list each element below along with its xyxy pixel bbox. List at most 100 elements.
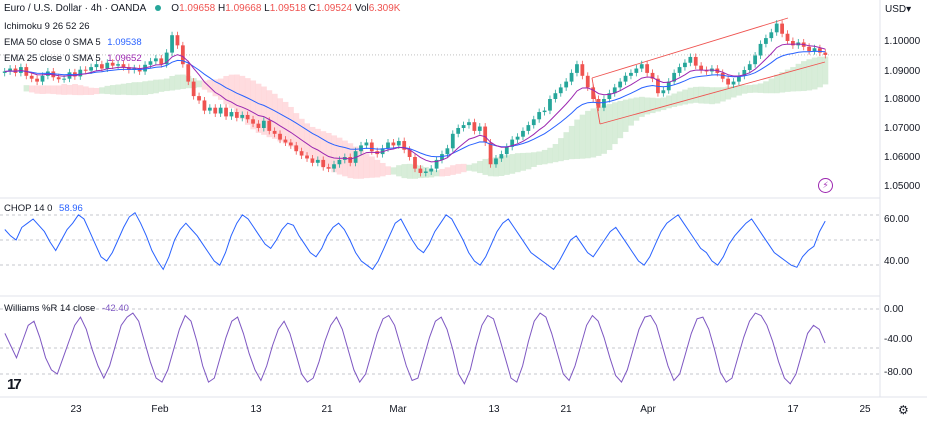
cloud-segment bbox=[595, 107, 602, 156]
candle-body bbox=[726, 78, 731, 85]
cloud-segment bbox=[666, 95, 672, 109]
cloud-segment bbox=[88, 87, 95, 95]
ema50-line bbox=[4, 50, 826, 158]
candle-body bbox=[423, 171, 428, 173]
candle-body bbox=[267, 120, 272, 131]
candle-body bbox=[764, 38, 768, 44]
candle-body bbox=[488, 142, 493, 165]
time-label: 23 bbox=[70, 404, 82, 415]
price-tick: 1.06000 bbox=[884, 152, 921, 163]
candle-body bbox=[467, 122, 471, 126]
time-label: 21 bbox=[560, 404, 572, 415]
cloud-segment bbox=[126, 83, 132, 96]
cloud-segment bbox=[309, 126, 316, 160]
legend-williams[interactable]: Williams %R 14 close -42.40 bbox=[4, 303, 129, 314]
candle-body bbox=[234, 112, 239, 118]
legend-ema50[interactable]: EMA 50 close 0 SMA 5 1.09538 bbox=[4, 37, 142, 48]
candle-body bbox=[769, 32, 774, 39]
cloud-segment bbox=[201, 80, 208, 90]
candle-body bbox=[737, 75, 741, 82]
cloud-segment bbox=[336, 137, 343, 175]
candle-body bbox=[159, 58, 164, 65]
legend-ema25[interactable]: EMA 25 close 0 SMA 5 1.09652 bbox=[4, 53, 142, 64]
cloud-segment bbox=[655, 98, 661, 112]
legend-chop[interactable]: CHOP 14 0 58.96 bbox=[4, 203, 83, 214]
candle-body bbox=[56, 77, 61, 80]
candle-body bbox=[396, 141, 401, 146]
cloud-segment bbox=[606, 104, 613, 151]
cloud-segment bbox=[82, 86, 89, 95]
legend-ichimoku[interactable]: Ichimoku 9 26 52 26 bbox=[4, 21, 90, 32]
cloud-segment bbox=[725, 86, 732, 100]
candle-body bbox=[618, 81, 623, 88]
cloud-segment bbox=[698, 86, 705, 104]
candle-body bbox=[116, 64, 120, 66]
candle-body bbox=[207, 107, 212, 111]
candle-body bbox=[62, 78, 66, 80]
cloud-segment bbox=[644, 97, 651, 115]
candle-body bbox=[634, 68, 639, 73]
cloud-segment bbox=[136, 82, 143, 95]
candle-body bbox=[677, 67, 682, 73]
candle-body bbox=[504, 146, 509, 155]
cloud-segment bbox=[482, 158, 489, 175]
candle-body bbox=[823, 52, 828, 55]
cloud-segment bbox=[622, 99, 629, 132]
cloud-segment bbox=[693, 86, 699, 103]
cloud-segment bbox=[568, 125, 575, 160]
cloud-segment bbox=[541, 149, 548, 165]
candle-body bbox=[477, 126, 482, 131]
candle-body bbox=[315, 159, 320, 163]
candle-body bbox=[548, 99, 552, 111]
cloud-segment bbox=[163, 78, 170, 92]
candle-body bbox=[645, 64, 650, 73]
cloud-segment bbox=[239, 75, 246, 120]
candle-body bbox=[2, 71, 7, 73]
cloud-segment bbox=[547, 147, 553, 164]
time-label: 17 bbox=[787, 404, 799, 415]
candle-body bbox=[83, 69, 88, 71]
cloud-segment bbox=[120, 83, 127, 95]
candle-body bbox=[569, 72, 574, 82]
cloud-segment bbox=[207, 79, 213, 93]
cloud-segment bbox=[39, 85, 46, 94]
gear-icon[interactable]: ⚙ bbox=[898, 403, 909, 417]
symbol-title[interactable]: Euro / U.S. Dollar · 4h · OANDA bbox=[4, 3, 146, 14]
cloud-segment bbox=[806, 59, 813, 91]
cloud-segment bbox=[703, 86, 710, 104]
time-label: Apr bbox=[640, 404, 656, 415]
cloud-segment bbox=[563, 132, 570, 161]
symbol-header[interactable]: Euro / U.S. Dollar · 4h · OANDA O1.09658… bbox=[4, 3, 400, 14]
cloud-segment bbox=[66, 84, 73, 95]
candle-body bbox=[818, 48, 822, 53]
candle-body bbox=[332, 164, 336, 169]
candle-body bbox=[364, 142, 369, 146]
cloud-segment bbox=[61, 84, 68, 95]
candle-body bbox=[148, 61, 153, 65]
cloud-segment bbox=[50, 85, 57, 95]
lightning-icon[interactable]: ⚡ bbox=[818, 178, 833, 193]
cloud-segment bbox=[460, 163, 467, 173]
wr-tick: 0.00 bbox=[884, 304, 904, 315]
wr-tick: -80.00 bbox=[884, 367, 913, 378]
cloud-segment bbox=[93, 87, 100, 95]
time-label: 25 bbox=[859, 404, 871, 415]
time-label: Feb bbox=[151, 404, 169, 415]
time-label: 13 bbox=[488, 404, 500, 415]
candle-body bbox=[186, 64, 191, 82]
tradingview-logo-icon[interactable]: 17 bbox=[7, 376, 22, 393]
cloud-segment bbox=[293, 113, 300, 150]
candle-body bbox=[629, 72, 633, 76]
candle-body bbox=[791, 41, 795, 46]
cloud-segment bbox=[790, 67, 796, 92]
candle-body bbox=[288, 142, 293, 146]
candle-body bbox=[780, 23, 785, 34]
currency-selector[interactable]: USD▾ bbox=[885, 4, 912, 15]
cloud-segment bbox=[752, 84, 759, 93]
cloud-segment bbox=[709, 87, 715, 105]
candle-body bbox=[224, 107, 228, 117]
cloud-segment bbox=[277, 98, 284, 142]
candle-body bbox=[305, 155, 309, 159]
cloud-segment bbox=[363, 153, 370, 179]
